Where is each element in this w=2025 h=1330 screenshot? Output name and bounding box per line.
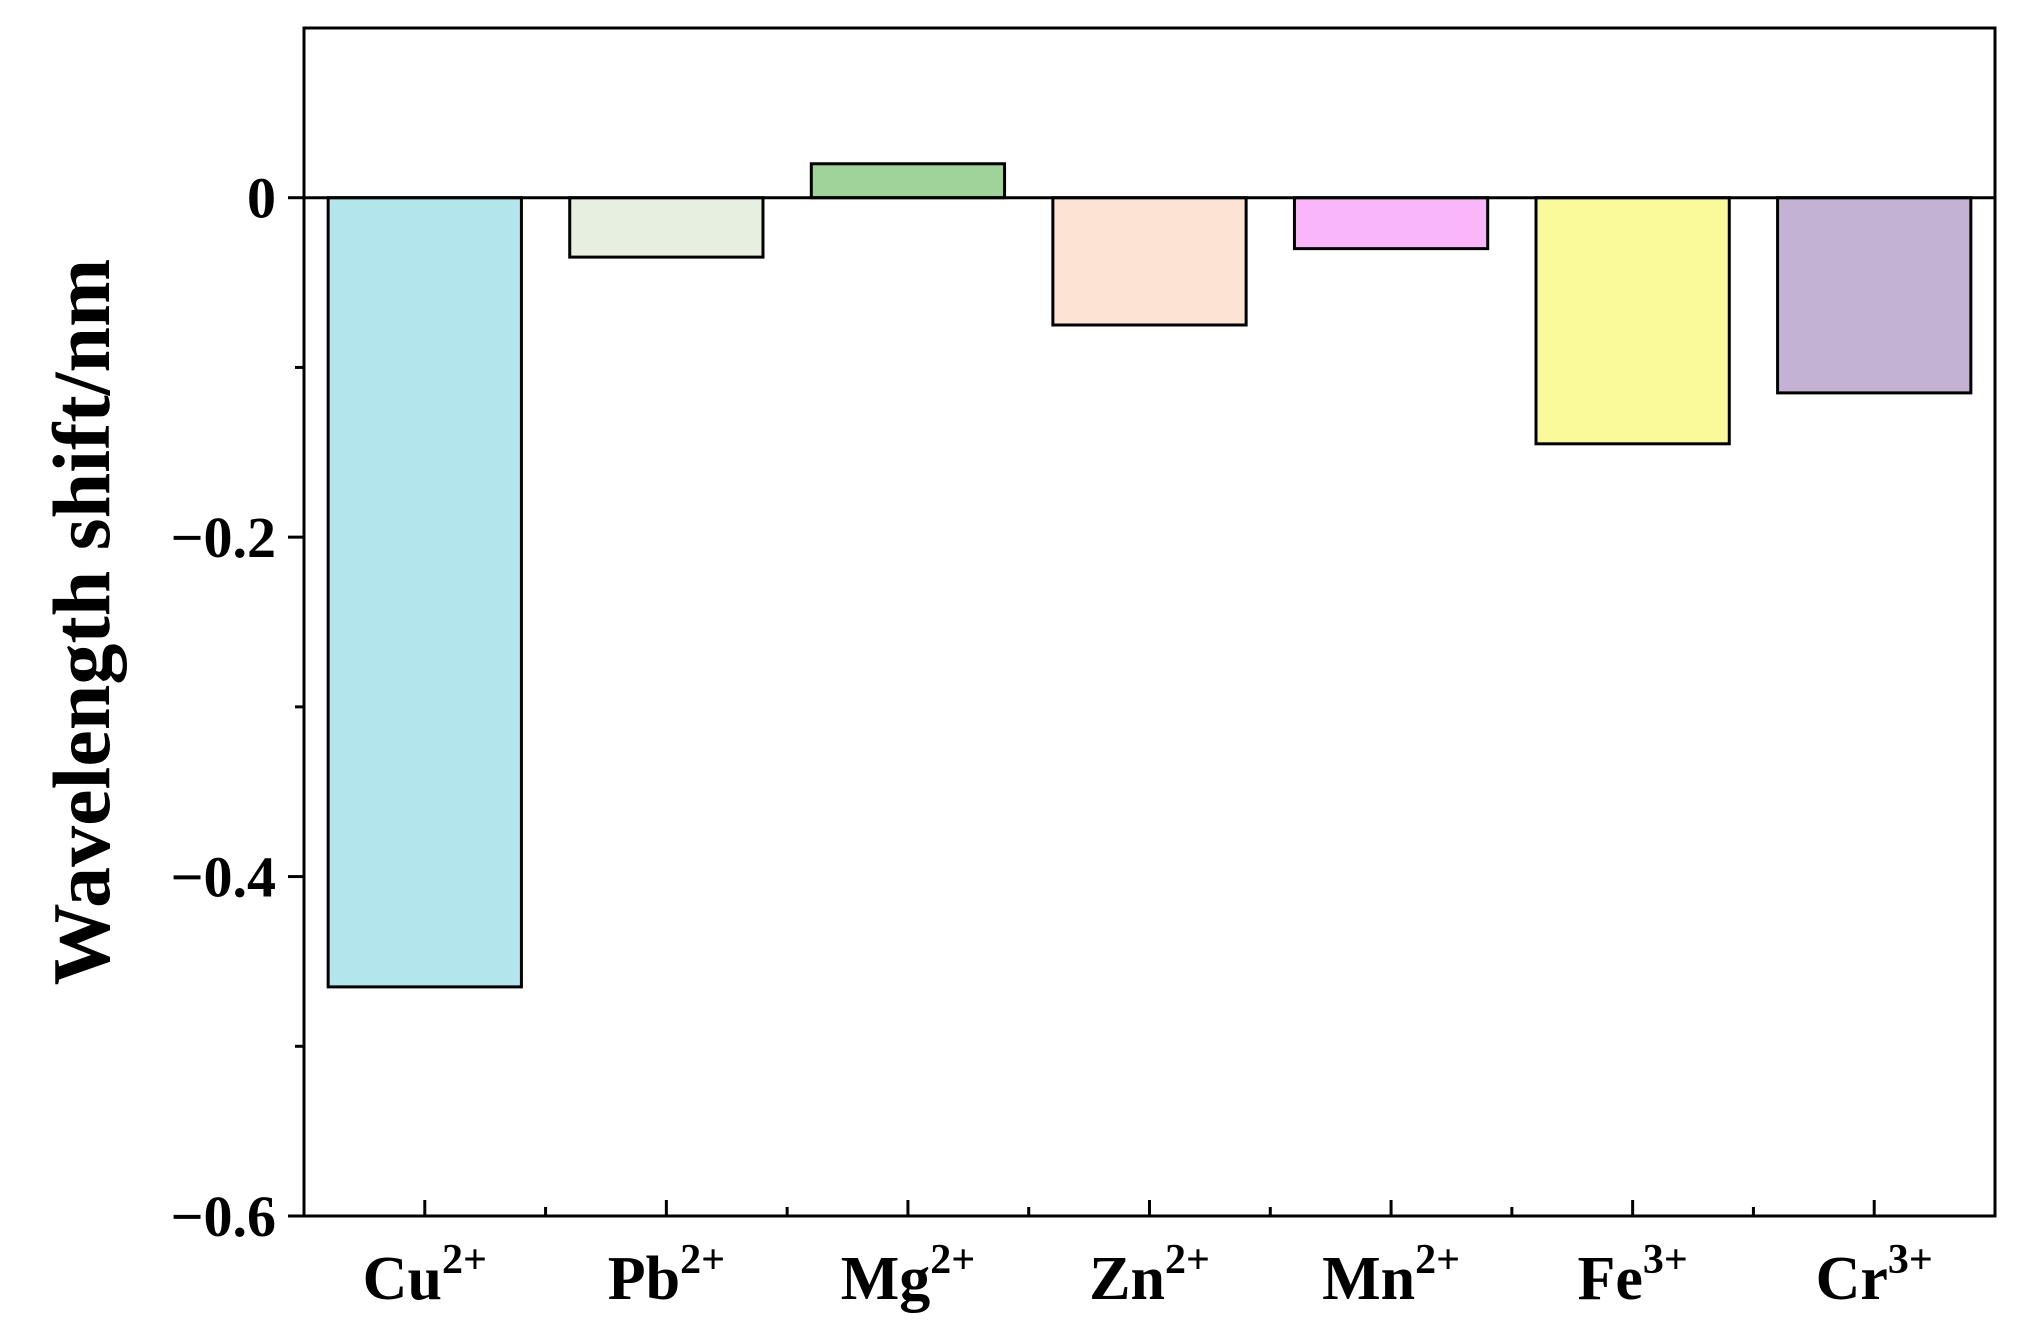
x-tick-label-zn: Zn2+ [1089, 1237, 1210, 1313]
bar-cr [1776, 196, 1973, 395]
bar-mg [809, 162, 1007, 200]
y-axis-title: Wavelength shift/nm [36, 259, 127, 986]
y-tick-label: 0 [247, 166, 276, 231]
x-tick-label-pb: Pb2+ [608, 1237, 725, 1313]
y-tick-label: −0.6 [170, 1184, 276, 1249]
bar-zn [1051, 196, 1248, 327]
x-tick-label-fe: Fe3+ [1577, 1237, 1687, 1313]
y-tick-label: −0.4 [170, 845, 276, 910]
ticks-layer [288, 196, 1876, 1218]
bar-pb [568, 196, 765, 259]
x-tick-label-mg: Mg2+ [841, 1237, 975, 1313]
bar-mn [1292, 196, 1490, 251]
x-tick-label-mn: Mn2+ [1322, 1237, 1460, 1313]
bar-fe [1534, 196, 1731, 446]
labels-layer: 0 −0.2 −0.4 −0.6 Cu2+ Pb2+ Mg2+ Zn2+ Mn2+ Fe3+ Cr3… [170, 166, 1932, 1313]
x-tick-label-cr: Cr3+ [1816, 1237, 1933, 1313]
bars-layer [326, 162, 1973, 989]
x-tick-label-cu: Cu2+ [363, 1237, 487, 1313]
bar-cu [326, 196, 523, 989]
y-tick-label: −0.2 [170, 505, 276, 570]
